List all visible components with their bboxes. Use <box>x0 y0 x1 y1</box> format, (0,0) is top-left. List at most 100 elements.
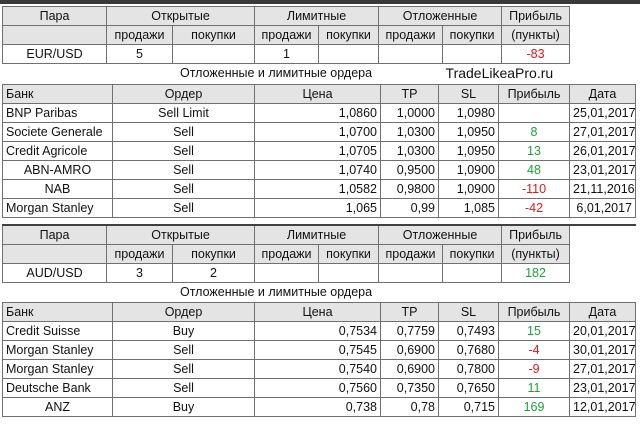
subheader-points: (пункты) <box>501 244 571 264</box>
date-cell: 21,11,2016 <box>569 179 636 199</box>
sl-cell: 0,7493 <box>438 321 499 341</box>
tp-cell: 1,0000 <box>380 103 439 123</box>
sl-cell: 1,0900 <box>438 160 499 180</box>
subheader-sell: продажи <box>378 244 444 264</box>
order-cell: Sell <box>112 340 255 360</box>
bank-cell: NAB <box>2 179 113 199</box>
tp-cell: 1,0300 <box>380 141 439 161</box>
order-cell: Sell <box>112 378 255 398</box>
audusd-summary-table: Пара Открытые Лимитные Отложенные Прибыл… <box>2 224 636 301</box>
orders-caption: Отложенные и лимитные ордера <box>2 63 443 82</box>
site-watermark: TradeLikeaPro.ru <box>442 63 636 82</box>
order-cell: Sell <box>112 122 255 142</box>
subheader-buy: покупки <box>171 25 256 45</box>
table-row: Societe Generale Sell 1,0700 1,0300 1,09… <box>2 122 636 142</box>
price-cell: 0,7560 <box>254 378 381 398</box>
bank-cell: Credit Agricole <box>2 141 113 161</box>
col-date: Дата <box>569 302 636 322</box>
limit-sell-value <box>254 263 320 283</box>
limit-buy-value <box>318 44 380 64</box>
profit-value: 182 <box>501 263 571 283</box>
date-cell: 23,01,2017 <box>569 378 636 398</box>
subheader-buy: покупки <box>442 25 503 45</box>
subheader-points: (пункты) <box>501 25 571 45</box>
pair-header: Пара <box>2 224 107 245</box>
table-row: Credit Agricole Sell 1,0705 1,0300 1,095… <box>2 141 636 161</box>
col-tp: TP <box>380 84 439 104</box>
caption-row: Отложенные и лимитные ордера TradeLikeaP… <box>2 63 636 82</box>
empty-cell <box>442 282 636 301</box>
empty-cell <box>2 244 107 264</box>
table-row: ABN-AMRO Sell 1,0740 0,9500 1,0900 48 23… <box>2 160 636 180</box>
bank-cell: Morgan Stanley <box>2 198 113 218</box>
subheader-buy: покупки <box>318 244 380 264</box>
bank-cell: Deutsche Bank <box>2 378 113 398</box>
pending-sell-value <box>378 263 444 283</box>
summary-subheader-row: продажи покупки продажи покупки продажи … <box>2 244 636 264</box>
tp-cell: 1,0300 <box>380 122 439 142</box>
tp-cell: 0,78 <box>380 397 439 417</box>
order-cell: Sell Limit <box>112 103 255 123</box>
top-strip <box>0 0 640 4</box>
tp-cell: 0,99 <box>380 198 439 218</box>
date-cell: 6,01,2017 <box>569 198 636 218</box>
open-sell-value: 5 <box>106 44 173 64</box>
table-row: NAB Sell 1,0582 0,9800 1,0900 -110 21,11… <box>2 179 636 199</box>
profit-cell: -110 <box>498 179 570 199</box>
col-price: Цена <box>254 84 381 104</box>
col-date: Дата <box>569 84 636 104</box>
empty-cell <box>2 25 107 45</box>
bank-cell: Morgan Stanley <box>2 359 113 379</box>
pair-value: EUR/USD <box>2 44 107 64</box>
orders-header-row: Банк Ордер Цена TP SL Прибыль Дата <box>2 302 636 322</box>
profit-cell: 48 <box>498 160 570 180</box>
limit-sell-value: 1 <box>254 44 320 64</box>
profit-cell: -42 <box>498 198 570 218</box>
col-sl: SL <box>438 302 499 322</box>
tp-cell: 0,9800 <box>380 179 439 199</box>
caption-row: Отложенные и лимитные ордера <box>2 282 636 301</box>
date-cell: 12,01,2017 <box>569 397 636 417</box>
tp-cell: 0,6900 <box>380 340 439 360</box>
price-cell: 1,0705 <box>254 141 381 161</box>
date-cell: 25,01,2017 <box>569 103 636 123</box>
col-price: Цена <box>254 302 381 322</box>
price-cell: 1,0740 <box>254 160 381 180</box>
profit-cell: -4 <box>498 340 570 360</box>
order-cell: Sell <box>112 198 255 218</box>
empty-cell <box>570 26 636 45</box>
subheader-sell: продажи <box>106 244 173 264</box>
summary-header-row: Пара Открытые Лимитные Отложенные Прибыл… <box>2 224 636 245</box>
bank-cell: BNP Paribas <box>2 103 113 123</box>
profit-cell <box>498 103 570 123</box>
date-cell: 26,01,2017 <box>569 141 636 161</box>
open-header: Открытые <box>105 224 256 245</box>
profit-header: Прибыль <box>501 224 571 245</box>
order-cell: Sell <box>112 179 255 199</box>
col-order: Ордер <box>112 302 255 322</box>
open-buy-value <box>171 44 256 64</box>
date-cell: 27,01,2017 <box>569 359 636 379</box>
price-cell: 0,7534 <box>254 321 381 341</box>
table-row: BNP Paribas Sell Limit 1,0860 1,0000 1,0… <box>2 103 636 123</box>
col-tp: TP <box>380 302 439 322</box>
price-cell: 1,065 <box>254 198 381 218</box>
empty-cell <box>570 264 636 283</box>
col-profit: Прибыль <box>498 302 570 322</box>
sl-cell: 0,715 <box>438 397 499 417</box>
empty-cell <box>570 245 636 264</box>
profit-header: Прибыль <box>501 6 571 26</box>
bank-cell: ANZ <box>2 397 113 417</box>
order-cell: Buy <box>112 397 255 417</box>
col-order: Ордер <box>112 84 255 104</box>
profit-cell: -9 <box>498 359 570 379</box>
pending-buy-value <box>442 44 503 64</box>
col-bank: Банк <box>2 302 113 322</box>
price-cell: 1,0582 <box>254 179 381 199</box>
pair-value: AUD/USD <box>2 263 107 283</box>
open-header: Открытые <box>105 6 256 26</box>
price-cell: 1,0700 <box>254 122 381 142</box>
sl-cell: 1,0950 <box>438 122 499 142</box>
table-row: Deutsche Bank Sell 0,7560 0,7350 0,7650 … <box>2 378 636 398</box>
order-cell: Sell <box>112 359 255 379</box>
